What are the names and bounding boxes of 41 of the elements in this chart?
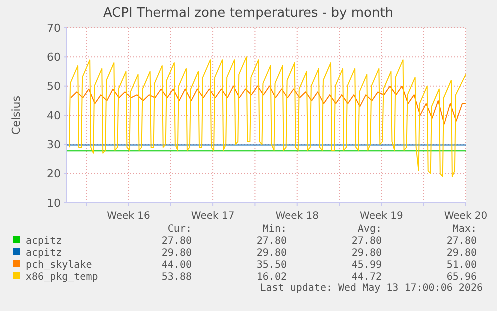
text: 29.80 — [352, 248, 382, 259]
text: 27.80 — [352, 236, 382, 247]
text: 51.00 — [446, 260, 477, 271]
y-axis-title: Celsius — [10, 96, 23, 135]
text: Cur: — [168, 224, 192, 235]
line-series — [70, 86, 466, 125]
y-tick-label: 60 — [47, 51, 61, 64]
line-series — [69, 56, 466, 178]
text: 29.80 — [446, 248, 477, 259]
y-tick-label: 50 — [47, 80, 61, 94]
text: Last update: Wed May 13 17:00:06 2026 — [260, 283, 483, 294]
legend-label: acpitz — [26, 248, 62, 259]
x-tick-label: Week 17 — [191, 211, 235, 222]
text: 44.72 — [352, 272, 382, 283]
x-tick-label: Week 20 — [444, 211, 488, 222]
legend-label: pch_skylake — [26, 260, 92, 271]
text: 27.80 — [446, 236, 477, 247]
chart-title: ACPI Thermal zone temperatures - by month — [103, 6, 394, 21]
text: 29.80 — [162, 248, 192, 259]
text: 27.80 — [256, 236, 287, 247]
text: 44.00 — [162, 260, 192, 271]
text: Avg: — [358, 224, 382, 235]
legend-label: x86_pkg_temp — [26, 272, 98, 283]
y-tick-label: 10 — [47, 196, 61, 210]
y-tick-label: 40 — [47, 109, 61, 122]
x-tick-label: Week 19 — [360, 211, 404, 222]
text: Min: — [262, 224, 287, 235]
x-tick-label: Week 18 — [276, 211, 320, 222]
text: 35.50 — [256, 260, 287, 271]
text: 45.99 — [352, 260, 382, 271]
x-tick-label: Week 16 — [107, 211, 150, 222]
text: 29.80 — [256, 248, 287, 259]
text: 65.96 — [446, 272, 477, 283]
legend-label: acpitz — [26, 236, 62, 247]
text: 16.02 — [256, 272, 287, 283]
y-tick-label: 70 — [47, 22, 61, 35]
text: 53.88 — [162, 272, 192, 283]
text: Max: — [452, 224, 477, 235]
y-tick-label: 20 — [47, 168, 61, 181]
y-tick-label: 30 — [47, 138, 61, 152]
text: 27.80 — [162, 236, 192, 247]
